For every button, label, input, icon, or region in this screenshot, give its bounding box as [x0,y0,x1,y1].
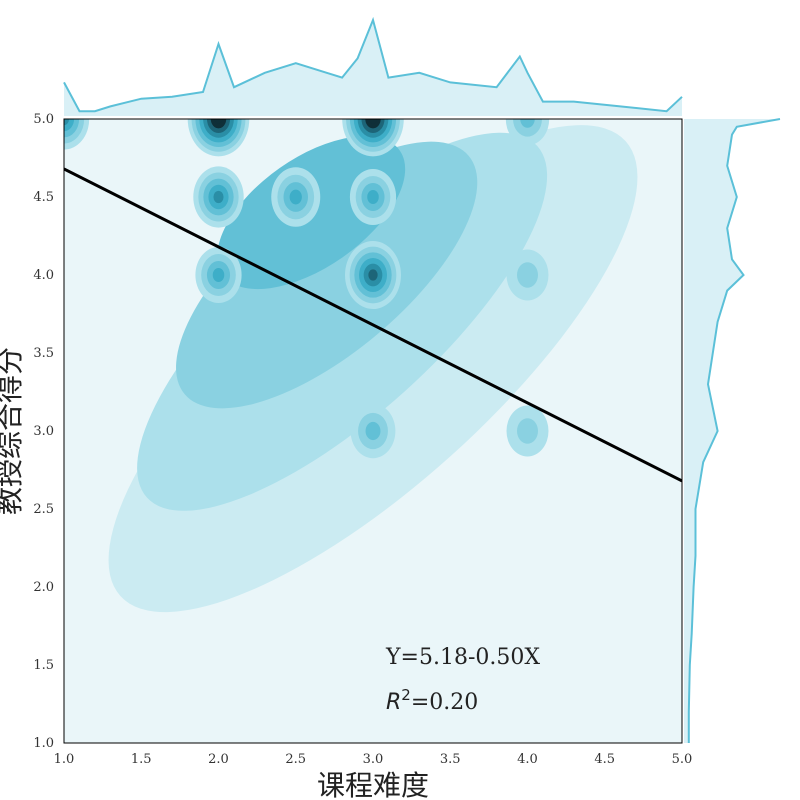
x-axis-label: 课程难度 [317,769,429,800]
x-axis-ticks: 1.0 1.5 2.0 2.5 3.0 3.5 4.0 4.5 5.0 [54,752,693,767]
density-peak-7-level-2 [365,421,381,441]
y-tick-label: 3.0 [33,424,54,439]
density-contours [64,119,638,613]
x-tick-label: 2.5 [285,752,306,767]
y-tick-label: 4.5 [33,190,54,205]
x-tick-label: 4.0 [517,752,538,767]
marginal-y-density [684,118,781,743]
density-peak-6-level-3 [367,189,379,205]
marginal-x-fill [64,20,682,116]
density-peak-3-level-4 [213,190,224,204]
y-tick-label: 5.0 [33,112,54,127]
marginal-y-fill [684,119,780,743]
y-tick-label: 4.0 [33,268,54,283]
density-peak-0-level-7 [214,119,223,124]
x-tick-label: 3.0 [363,752,384,767]
regression-line [64,167,682,483]
y-tick-label: 2.5 [33,502,54,517]
y-tick-label: 3.5 [33,346,54,361]
x-tick-label: 2.0 [208,752,229,767]
density-band-2 [176,141,478,409]
x-tick-label: 4.5 [594,752,615,767]
regression-equation: Y=5.18-0.50X [385,645,540,670]
y-axis-ticks: 1.0 1.5 2.0 2.5 3.0 3.5 4.0 4.5 5.0 [33,112,54,751]
y-tick-label: 1.5 [33,658,54,673]
y-tick-label: 1.0 [33,736,54,751]
marginal-x-line [63,16,683,113]
density-peak-2-level-5 [368,269,378,281]
density-peak-11-level-3 [289,189,302,205]
marginal-x-density [63,16,683,116]
plot-frame [63,118,683,744]
density-peak-4-level-4 [64,119,70,126]
marginal-y-line [687,118,781,743]
density-peak-10-level-1 [517,418,538,444]
x-tick-label: 3.5 [440,752,461,767]
x-tick-label: 1.5 [131,752,152,767]
x-tick-label: 1.0 [54,752,75,767]
density-peak-8-level-2 [520,119,535,128]
y-axis-label: 教授综合得分 [0,347,26,515]
density-peak-5-level-3 [212,267,225,283]
x-tick-label: 5.0 [672,752,693,767]
r-squared-label: R2=0.20 [386,686,478,715]
density-peak-9-level-1 [517,262,538,288]
y-tick-label: 2.0 [33,580,54,595]
density-peak-1-level-7 [369,119,377,124]
